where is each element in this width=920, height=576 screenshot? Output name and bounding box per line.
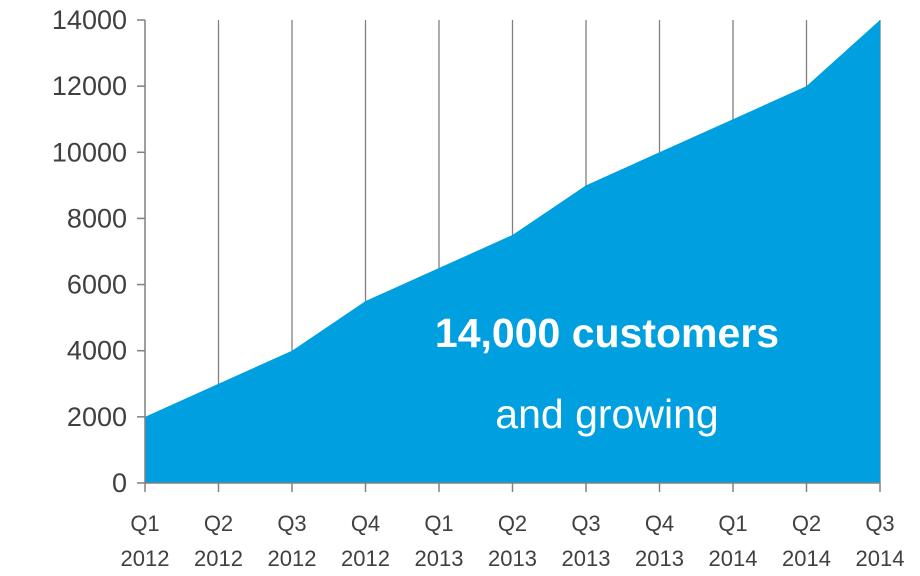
y-tick-label: 12000 [52,71,127,101]
annotation-headline: 14,000 customers [435,310,779,356]
x-tick-label-quarter: Q2 [498,511,527,536]
x-tick-label-year: 2014 [782,546,831,571]
y-tick-label: 4000 [67,336,127,366]
y-tick-label: 2000 [67,402,127,432]
x-tick-label-quarter: Q2 [204,511,233,536]
x-tick-label-quarter: Q3 [865,511,894,536]
annotation-subline: and growing [495,391,718,437]
x-tick-label-year: 2014 [709,546,758,571]
x-tick-label-year: 2014 [856,546,905,571]
y-tick-label: 8000 [67,203,127,233]
x-tick-label-year: 2013 [635,546,684,571]
x-tick-label-quarter: Q1 [424,511,453,536]
x-tick-label-quarter: Q2 [792,511,821,536]
x-tick-label-quarter: Q4 [645,511,674,536]
x-tick-label-quarter: Q1 [130,511,159,536]
x-tick-label-quarter: Q3 [277,511,306,536]
x-tick-labels: Q1 2012 Q2 2012 Q3 2012 Q4 2012 Q1 2013 Q2 2013 Q3 20… [121,511,905,571]
y-tick-marks [137,19,145,484]
series-area [145,20,880,483]
y-tick-label: 6000 [67,270,127,300]
x-tick-label-quarter: Q3 [571,511,600,536]
x-tick-label-year: 2013 [488,546,537,571]
x-tick-label-quarter: Q4 [351,511,380,536]
x-tick-label-year: 2012 [121,546,170,571]
x-tick-label-year: 2012 [268,546,317,571]
x-tick-marks [144,483,881,492]
y-tick-label: 10000 [52,137,127,167]
x-tick-label-year: 2013 [415,546,464,571]
y-tick-label: 0 [112,468,127,498]
x-tick-label-year: 2013 [562,546,611,571]
x-tick-label-year: 2012 [341,546,390,571]
y-tick-label: 14000 [52,5,127,35]
x-tick-label-year: 2012 [194,546,243,571]
y-tick-labels: 0 2000 4000 6000 8000 10000 12000 14000 [52,5,127,498]
x-tick-label-quarter: Q1 [718,511,747,536]
